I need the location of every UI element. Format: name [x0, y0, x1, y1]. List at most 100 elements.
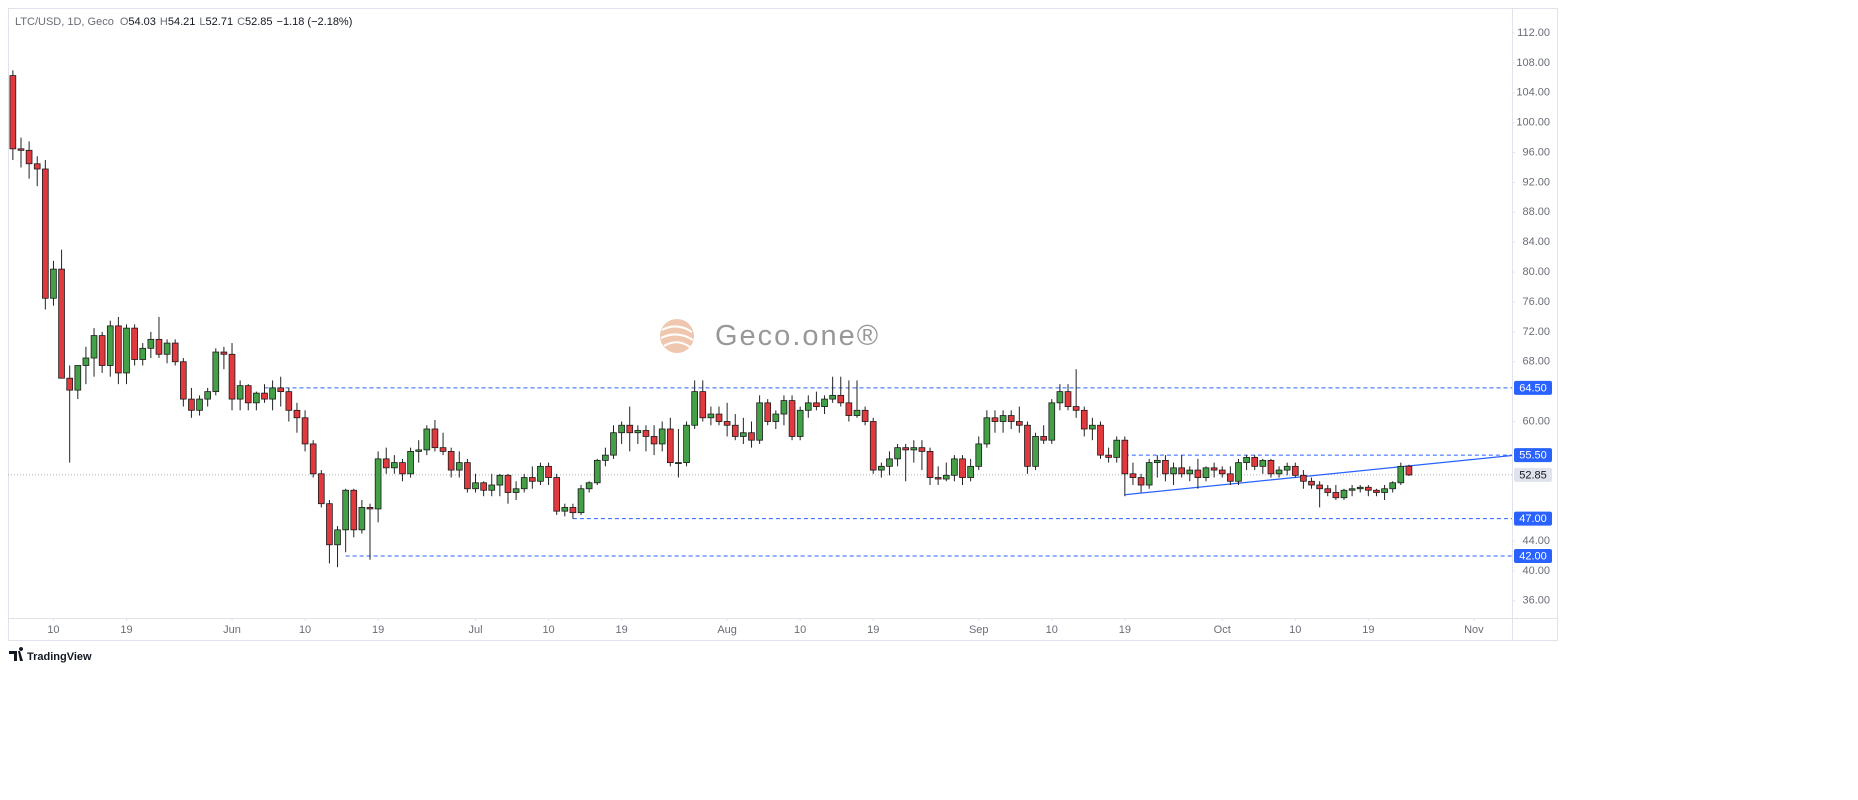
candle-body [155, 338, 163, 355]
candle-body [658, 428, 666, 445]
candle-body [1308, 480, 1315, 486]
trendline [1124, 454, 1513, 496]
candle-body [350, 489, 358, 531]
candle-body [1186, 469, 1194, 475]
ohlc-value: 52.85 [245, 16, 273, 28]
price-badge-label: 47.00 [1519, 513, 1547, 525]
price-badge-label: 55.50 [1519, 450, 1547, 462]
candle-body [1324, 488, 1332, 493]
candle-body [764, 402, 772, 422]
candle-body [382, 458, 390, 469]
y-tick-label: 100.00 [1516, 117, 1550, 129]
candle-body [1170, 467, 1177, 475]
candle-body [561, 507, 569, 512]
ohlc-value: 52.71 [206, 16, 234, 28]
candle-body [98, 335, 106, 366]
candle-body [1016, 421, 1023, 426]
candle-body [464, 462, 471, 490]
candle-body [342, 489, 349, 531]
candle-body [123, 327, 130, 374]
y-tick-label: 60.00 [1522, 415, 1550, 427]
candle-body [179, 361, 187, 400]
candle-body [918, 447, 926, 452]
candle-body [220, 351, 228, 355]
candle-body [1235, 462, 1242, 482]
candle-body [788, 400, 796, 437]
candle-body [147, 338, 155, 349]
candle-body [1251, 456, 1259, 467]
candle-body [504, 474, 512, 493]
candle-body [569, 507, 577, 514]
candle-body [1089, 424, 1096, 430]
price-badge [1514, 448, 1552, 463]
price-badge-label: 64.50 [1519, 382, 1547, 394]
candle-body [1267, 459, 1275, 475]
ohlc-label: O [120, 16, 129, 28]
candle-body [261, 392, 268, 400]
candle-body [293, 409, 301, 419]
candle-body [886, 458, 893, 467]
candle-body [415, 449, 423, 452]
candle-body [821, 398, 828, 407]
candle-body [626, 424, 634, 434]
y-tick-label: 76.00 [1522, 296, 1550, 308]
candle-body [748, 432, 755, 441]
x-tick-label: Oct [1214, 624, 1231, 636]
candle-body [488, 484, 496, 491]
candle-body [512, 488, 520, 493]
candle-body [131, 327, 138, 360]
watermark-text: Geco.one® [715, 320, 880, 352]
candle-body [1121, 439, 1129, 475]
candle-body [301, 417, 309, 445]
x-tick-label: 19 [867, 624, 879, 636]
candle-body [740, 432, 747, 437]
candle-body [358, 507, 366, 531]
candle-body [1275, 469, 1283, 475]
candle-body [66, 377, 74, 391]
candle-body [878, 465, 885, 471]
symbol: LTC/USD, 1D, Geco [15, 16, 114, 28]
x-tick-label: Nov [1464, 624, 1484, 636]
candle-body [772, 413, 780, 422]
candle-body [196, 398, 203, 411]
candle-body [545, 465, 552, 478]
price-badge [1514, 467, 1552, 482]
y-tick-label: 88.00 [1522, 206, 1550, 218]
candle-body [991, 417, 999, 422]
ohlc-label: H [160, 16, 168, 28]
candle-body [1097, 424, 1104, 456]
ohlc-label: C [237, 16, 245, 28]
candle-body [975, 443, 983, 467]
candle-body [1194, 469, 1202, 478]
candle-body [1259, 459, 1267, 467]
candle-body [1243, 456, 1250, 464]
plot [8, 70, 1513, 568]
candle-body [1348, 488, 1356, 491]
candle-body [577, 488, 585, 514]
candle-body [42, 168, 49, 299]
price-badge [1514, 548, 1552, 563]
candle-body [374, 458, 382, 510]
candle-body [610, 432, 617, 456]
candle-body [942, 474, 950, 480]
y-tick-label: 44.00 [1522, 535, 1550, 547]
candle-body [699, 391, 707, 419]
candle-body [228, 353, 236, 400]
price-badge [1514, 380, 1552, 395]
candle-body [17, 148, 25, 151]
candle-body [1218, 469, 1226, 475]
candle-body [1340, 489, 1348, 499]
candle-body [853, 409, 861, 416]
candle-body [1153, 459, 1161, 464]
ohlc-label: L [199, 16, 205, 28]
candle-body [1048, 402, 1056, 441]
candle-body [277, 387, 285, 393]
candle-body [999, 415, 1007, 422]
candle-body [650, 436, 658, 445]
candle-body [861, 409, 869, 422]
candle-body [33, 163, 41, 170]
candle-body [529, 477, 536, 482]
candle-body [25, 149, 33, 165]
candle-body [723, 421, 731, 426]
candle-body [715, 413, 723, 422]
